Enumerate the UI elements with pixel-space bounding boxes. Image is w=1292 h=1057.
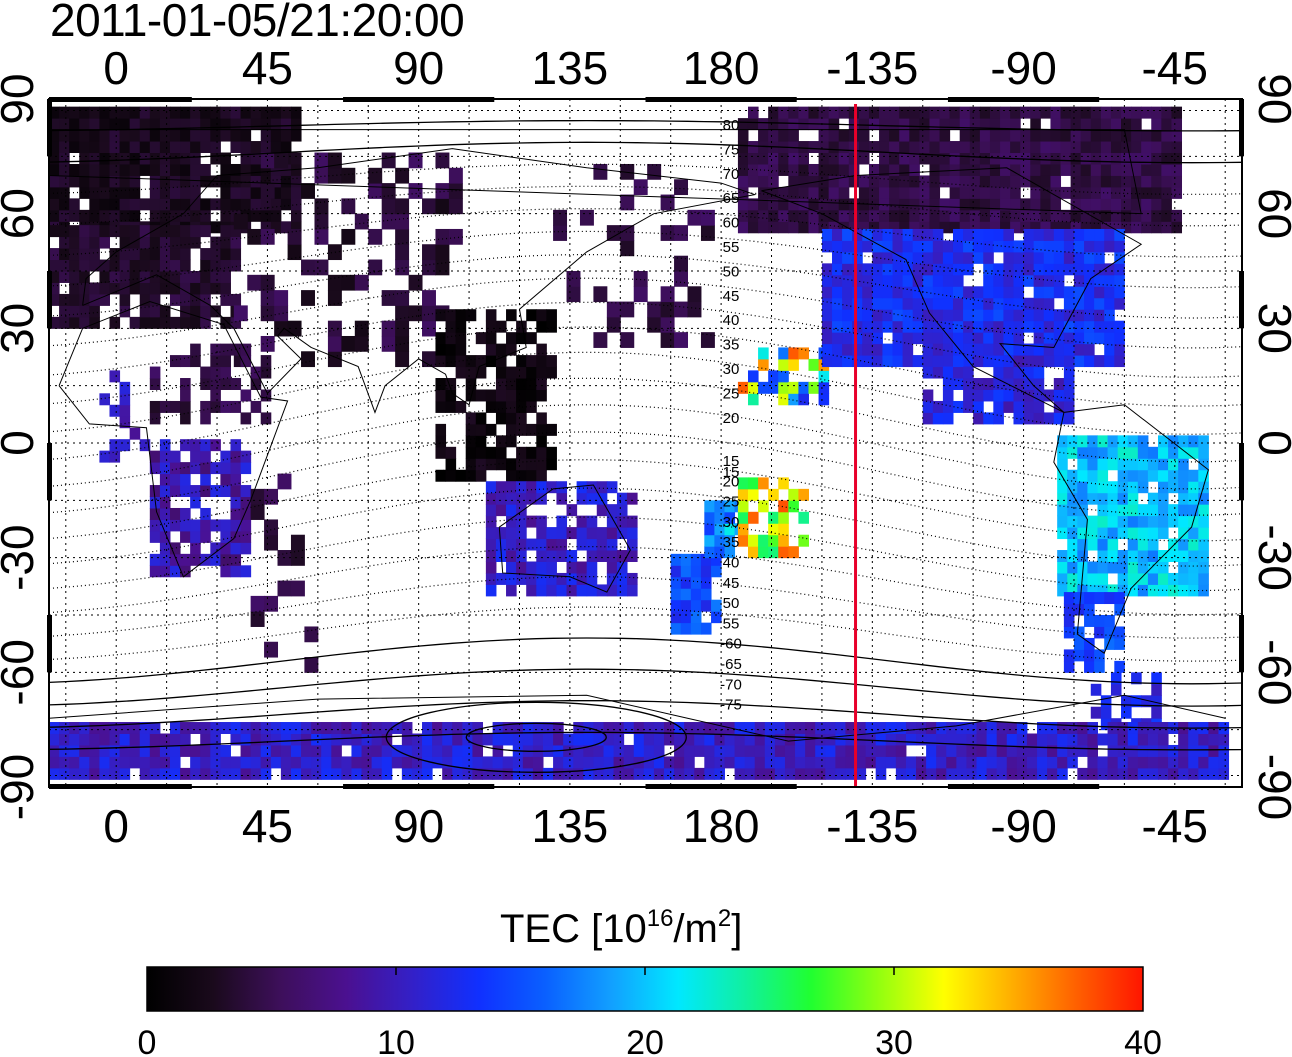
- longitude-tick-bottom: -45: [1142, 800, 1208, 852]
- contour-label: 40: [723, 555, 740, 572]
- contour-label: 45: [723, 288, 740, 305]
- longitude-tick-top: 45: [242, 42, 293, 94]
- colorbar-tick-label: 30: [875, 1024, 913, 1057]
- latitude-tick-right: 0: [1249, 430, 1292, 456]
- latitude-tick-right: 90: [1249, 73, 1292, 124]
- colorbar-title-exponent: 16: [646, 905, 674, 932]
- contour-label: 20: [723, 410, 740, 427]
- contour-label: 55: [723, 239, 740, 256]
- latitude-tick-left: -90: [0, 754, 43, 820]
- longitude-tick-bottom: -135: [826, 800, 918, 852]
- latitude-tick-right: -30: [1249, 524, 1292, 590]
- colorbar-ticks: 0 10 20 30 40: [138, 967, 1162, 1057]
- longitude-tick-top: 135: [532, 42, 609, 94]
- contour-label: 35: [723, 534, 740, 551]
- latitude-tick-left: 0: [0, 430, 43, 456]
- latitude-tick-right: 60: [1249, 188, 1292, 239]
- latitude-tick-left: -60: [0, 639, 43, 705]
- contour-label: 65: [723, 190, 740, 207]
- colorbar-tick-label: 0: [138, 1024, 157, 1057]
- longitude-tick-bottom: 0: [103, 800, 129, 852]
- contour-label: 35: [723, 337, 740, 354]
- latitude-tick-left: 90: [0, 73, 43, 124]
- contour-label: 15: [723, 453, 740, 470]
- longitude-axis-bottom: 0 45 90 135 180 -135 -90 -45: [103, 800, 1208, 852]
- latitude-axis-left: 90 60 30 0 -30 -60 -90: [0, 73, 43, 820]
- contour-label: 50: [723, 263, 740, 280]
- colorbar-tick-label: 10: [377, 1024, 415, 1057]
- longitude-tick-bottom: 90: [393, 800, 444, 852]
- contour-label: -60: [720, 636, 742, 653]
- contour-label: 25: [723, 494, 740, 511]
- longitude-axis-top: 0 45 90 135 180 -135 -90 -45: [103, 42, 1208, 94]
- latitude-tick-right: -60: [1249, 639, 1292, 705]
- latitude-tick-left: 60: [0, 188, 43, 239]
- contour-labels: 8075706560555045403530252015152025303540…: [720, 117, 742, 714]
- timestamp-title: 2011-01-05/21:20:00: [50, 0, 465, 46]
- colorbar-tick-label: 20: [626, 1024, 664, 1057]
- contour-label: 30: [723, 514, 740, 531]
- world-map: 8075706560555045403530252015152025303540…: [47, 97, 1244, 789]
- longitude-tick-top: 90: [393, 42, 444, 94]
- latitude-tick-left: 30: [0, 303, 43, 354]
- longitude-tick-bottom: -90: [990, 800, 1056, 852]
- longitude-tick-top: 0: [103, 42, 129, 94]
- colorbar-title-main: TEC [10: [500, 907, 647, 951]
- frame-tick-bars: [47, 97, 1244, 789]
- longitude-tick-top: -135: [826, 42, 918, 94]
- colorbar-title-unit: /m: [673, 907, 718, 951]
- latitude-axis-right: 90 60 30 0 -30 -60 -90: [1249, 73, 1292, 820]
- contour-label: 75: [723, 141, 740, 158]
- colorbar-title: TEC [1016/m2]: [500, 905, 742, 953]
- contour-label: 30: [723, 361, 740, 378]
- colorbar-title-end: ]: [731, 907, 743, 951]
- longitude-tick-top: 180: [683, 42, 760, 94]
- latitude-tick-right: -90: [1249, 754, 1292, 820]
- colorbar-title-unit-exponent: 2: [717, 905, 732, 932]
- coastlines: [49, 129, 1226, 742]
- colorbar-tick-label: 40: [1124, 1024, 1162, 1057]
- magnetic-latitude-contours: [49, 119, 1242, 773]
- longitude-tick-top: -90: [990, 42, 1056, 94]
- contour-label: 55: [723, 615, 740, 632]
- contour-label: 15: [723, 464, 740, 481]
- contour-label: -65: [720, 656, 742, 673]
- latitude-tick-right: 30: [1249, 303, 1292, 354]
- contour-label: 20: [723, 473, 740, 490]
- contour-label: 50: [723, 595, 740, 612]
- lat-lon-grid: [49, 99, 1242, 787]
- contour-label: 45: [723, 575, 740, 592]
- contour-label: 40: [723, 312, 740, 329]
- contour-label: 60: [723, 215, 740, 232]
- longitude-tick-bottom: 45: [242, 800, 293, 852]
- contour-label: 70: [723, 166, 740, 183]
- contour-label: 80: [723, 117, 740, 134]
- contour-label: 25: [723, 385, 740, 402]
- longitude-tick-bottom: 135: [532, 800, 609, 852]
- longitude-tick-top: -45: [1142, 42, 1208, 94]
- contour-label: -70: [720, 676, 742, 693]
- longitude-tick-bottom: 180: [683, 800, 760, 852]
- contour-label: -75: [720, 697, 742, 714]
- latitude-tick-left: -30: [0, 524, 43, 590]
